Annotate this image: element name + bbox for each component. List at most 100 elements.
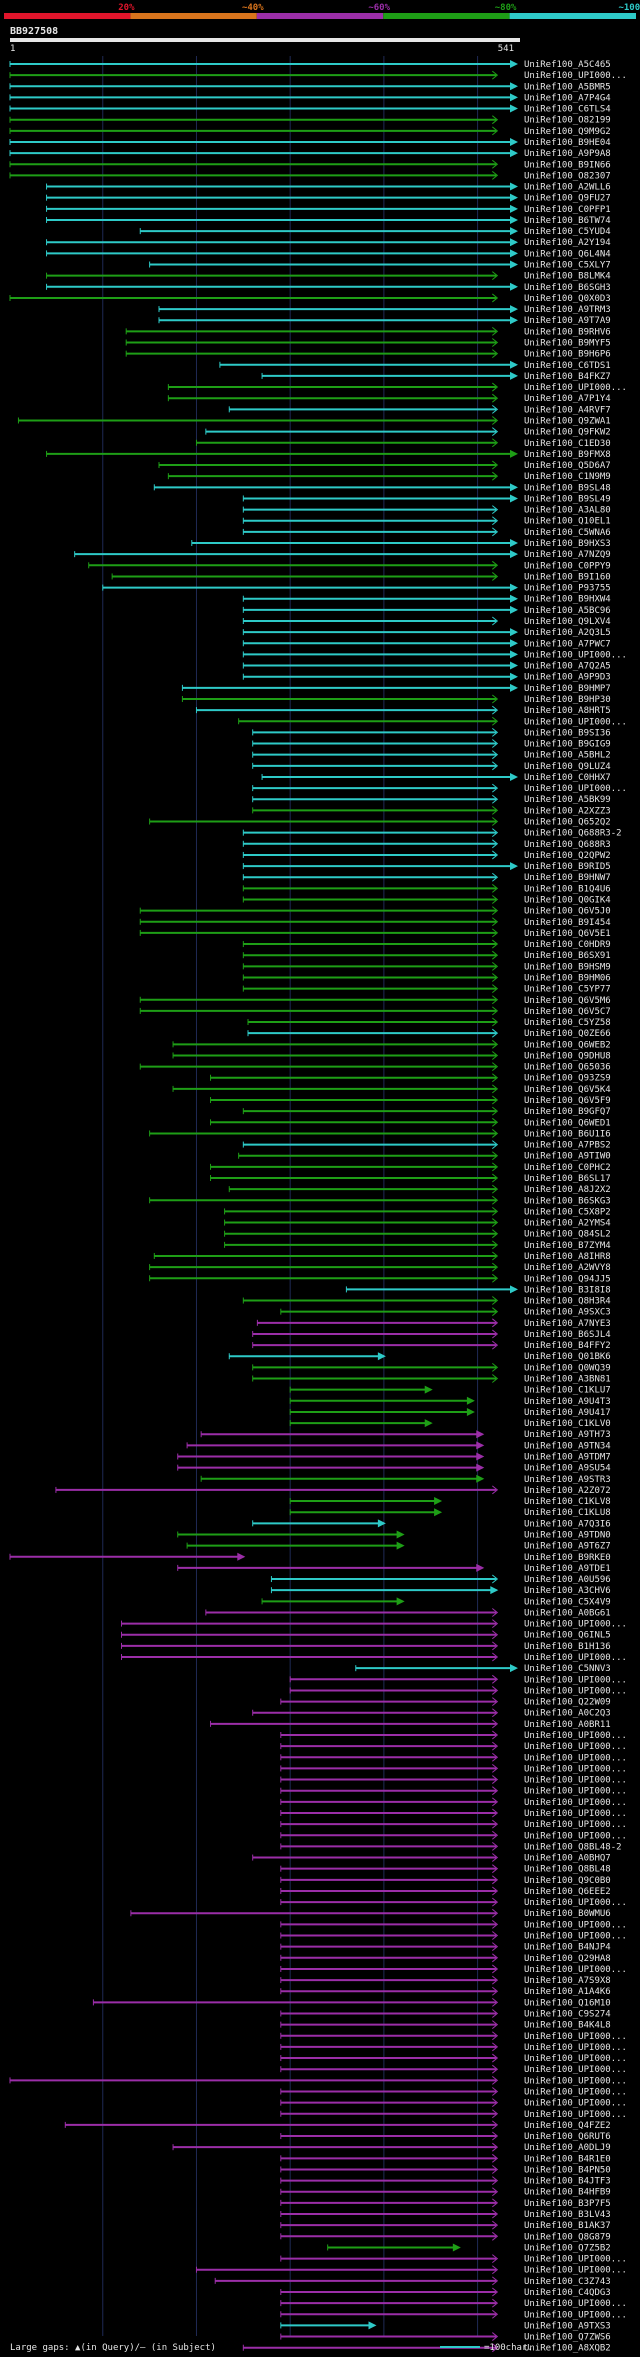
hit-label[interactable]: UniRef100_B6SL17: [524, 1174, 611, 1184]
hit-row[interactable]: UniRef100_Q8BL48-2: [280, 1842, 622, 1852]
hit-label[interactable]: UniRef100_UPI000...: [524, 1932, 627, 1942]
hit-row[interactable]: UniRef100_UPI000...: [280, 2087, 627, 2097]
hit-row[interactable]: UniRef100_B6SJL4: [252, 1329, 611, 1340]
hit-row[interactable]: UniRef100_C6TDS1: [219, 360, 611, 371]
hit-label[interactable]: UniRef100_B4HFB9: [524, 2188, 611, 2198]
hit-row[interactable]: UniRef100_UPI000...: [195, 2265, 627, 2276]
hit-row[interactable]: UniRef100_UPI000...: [280, 1786, 627, 1797]
hit-label[interactable]: UniRef100_A0BR11: [524, 1720, 611, 1730]
hit-label[interactable]: UniRef100_B9HMP7: [524, 684, 611, 694]
hit-row[interactable]: UniRef100_A0U596: [270, 1574, 611, 1585]
hit-row[interactable]: UniRef100_C0HDR9: [242, 939, 611, 950]
hit-label[interactable]: UniRef100_A0BG61: [524, 1608, 611, 1618]
hit-label[interactable]: UniRef100_Q6RUT6: [524, 2132, 611, 2142]
hit-row[interactable]: UniRef100_A7Q2A5: [242, 661, 611, 672]
hit-row[interactable]: UniRef100_A9U4T3: [289, 1396, 611, 1407]
hit-label[interactable]: UniRef100_A5BK99: [524, 795, 611, 805]
hit-label[interactable]: UniRef100_UPI000...: [524, 1776, 627, 1786]
hit-row[interactable]: UniRef100_UPI000...: [252, 783, 627, 794]
hit-label[interactable]: UniRef100_Q0ZE66: [524, 1029, 611, 1039]
hit-label[interactable]: UniRef100_Q8H3R4: [524, 1297, 611, 1307]
hit-label[interactable]: UniRef100_Q9FU27: [524, 194, 611, 204]
hit-label[interactable]: UniRef100_UPI000...: [524, 1820, 627, 1830]
hit-row[interactable]: UniRef100_C0PHC2: [210, 1162, 611, 1173]
hit-row[interactable]: UniRef100_UPI000...: [289, 1686, 627, 1696]
hit-row[interactable]: UniRef100_Q4FZE2: [64, 2120, 611, 2131]
hit-label[interactable]: UniRef100_A9SU54: [524, 1464, 611, 1474]
hit-row[interactable]: UniRef100_B9FMX8: [46, 449, 611, 460]
hit-label[interactable]: UniRef100_B9HNW7: [524, 873, 611, 883]
hit-row[interactable]: UniRef100_C1KLU8: [289, 1508, 611, 1518]
hit-row[interactable]: UniRef100_C5NNV3: [355, 1664, 611, 1674]
hit-row[interactable]: UniRef100_C0PPY9: [88, 560, 611, 571]
hit-row[interactable]: UniRef100_B9HNW7: [242, 872, 611, 883]
hit-label[interactable]: UniRef100_UPI000...: [524, 1831, 627, 1841]
hit-label[interactable]: UniRef100_UPI000...: [524, 1920, 627, 1930]
hit-row[interactable]: UniRef100_B6TW74: [46, 215, 611, 226]
hit-label[interactable]: UniRef100_A7P1Y4: [524, 394, 611, 404]
hit-label[interactable]: UniRef100_UPI000...: [524, 1686, 627, 1696]
hit-row[interactable]: UniRef100_B9HXS3: [191, 539, 611, 549]
hit-row[interactable]: UniRef100_UPI000...: [9, 2075, 627, 2086]
hit-row[interactable]: UniRef100_Q0X0D3: [9, 293, 611, 304]
hit-label[interactable]: UniRef100_Q652Q2: [524, 818, 611, 828]
hit-row[interactable]: UniRef100_C5YUD4: [139, 227, 611, 237]
hit-label[interactable]: UniRef100_UPI000...: [524, 2087, 627, 2097]
hit-row[interactable]: UniRef100_C5X4V9: [261, 1597, 611, 1607]
hit-row[interactable]: UniRef100_A1A4K6: [280, 1986, 611, 1997]
hit-label[interactable]: UniRef100_A2WLL6: [524, 183, 611, 193]
hit-label[interactable]: UniRef100_UPI000...: [524, 1798, 627, 1808]
hit-label[interactable]: UniRef100_B0WMU6: [524, 1909, 611, 1919]
hit-row[interactable]: UniRef100_A3CHV6: [270, 1586, 611, 1596]
hit-label[interactable]: UniRef100_A2Q3L5: [524, 628, 611, 638]
hit-row[interactable]: UniRef100_Q6EEE2: [280, 1886, 611, 1897]
hit-row[interactable]: UniRef100_Q6V5J0: [139, 906, 611, 917]
hit-label[interactable]: UniRef100_Q6L4N4: [524, 249, 611, 259]
hit-row[interactable]: UniRef100_Q6WEB2: [172, 1039, 611, 1050]
hit-label[interactable]: UniRef100_A9TH73: [524, 1430, 611, 1440]
hit-label[interactable]: UniRef100_UPI000...: [524, 2310, 627, 2320]
hit-label[interactable]: UniRef100_A5C465: [524, 60, 611, 70]
hit-label[interactable]: UniRef100_B9SI36: [524, 728, 611, 738]
hit-row[interactable]: UniRef100_C5WNA6: [242, 527, 611, 538]
hit-row[interactable]: UniRef100_B9HP30: [181, 694, 611, 705]
hit-label[interactable]: UniRef100_B6SX91: [524, 951, 611, 961]
hit-row[interactable]: UniRef100_UPI000...: [280, 1964, 627, 1975]
hit-label[interactable]: UniRef100_A2Z072: [524, 1486, 611, 1496]
hit-row[interactable]: UniRef100_B4R1E0: [280, 2153, 611, 2164]
hit-label[interactable]: UniRef100_A9T6Z7: [524, 1542, 611, 1552]
hit-row[interactable]: UniRef100_A9TRM3: [158, 305, 611, 315]
hit-row[interactable]: UniRef100_B9I160: [111, 572, 611, 582]
hit-label[interactable]: UniRef100_A4RVF7: [524, 405, 611, 415]
hit-row[interactable]: UniRef100_Q6L4N4: [46, 249, 611, 259]
hit-row[interactable]: UniRef100_B9HMP7: [181, 683, 611, 694]
hit-label[interactable]: UniRef100_A8HRT5: [524, 706, 611, 716]
hit-row[interactable]: UniRef100_C1KLV8: [289, 1497, 611, 1507]
hit-label[interactable]: UniRef100_C6TDS1: [524, 361, 611, 371]
hit-label[interactable]: UniRef100_P93755: [524, 584, 611, 594]
hit-row[interactable]: UniRef100_Q22W09: [280, 1697, 611, 1708]
hit-label[interactable]: UniRef100_UPI000...: [524, 2032, 627, 2042]
hit-row[interactable]: UniRef100_UPI000...: [280, 2298, 627, 2309]
hit-row[interactable]: UniRef100_A2WVY8: [149, 1262, 611, 1273]
hit-row[interactable]: UniRef100_Q688R3: [242, 839, 611, 850]
hit-label[interactable]: UniRef100_B8LMK4: [524, 272, 611, 282]
hit-row[interactable]: UniRef100_C5YZ58: [247, 1017, 611, 1028]
hit-label[interactable]: UniRef100_B9HXW4: [524, 595, 611, 605]
hit-row[interactable]: UniRef100_Q9ZWA1: [17, 416, 611, 426]
hit-label[interactable]: UniRef100_C0PHC2: [524, 1163, 611, 1173]
hit-row[interactable]: UniRef100_Q9C0B0: [280, 1875, 611, 1886]
hit-label[interactable]: UniRef100_A8XQB2: [524, 2344, 611, 2354]
hit-row[interactable]: UniRef100_Q0WQ39: [252, 1362, 611, 1373]
hit-label[interactable]: UniRef100_A9TIW0: [524, 1152, 611, 1162]
hit-label[interactable]: UniRef100_Q8BL48-2: [524, 1842, 622, 1852]
hit-label[interactable]: UniRef100_A3CHV6: [524, 1586, 611, 1596]
hit-label[interactable]: UniRef100_B9I454: [524, 918, 611, 928]
hit-row[interactable]: UniRef100_C5XLY7: [149, 260, 611, 271]
hit-label[interactable]: UniRef100_UPI000...: [524, 2076, 627, 2086]
hit-label[interactable]: UniRef100_Q29HA8: [524, 1954, 611, 1964]
hit-label[interactable]: UniRef100_UPI000...: [524, 1620, 627, 1630]
hit-label[interactable]: UniRef100_Q2QPW2: [524, 851, 611, 861]
hit-label[interactable]: UniRef100_Q9DHU8: [524, 1051, 611, 1061]
hit-label[interactable]: UniRef100_UPI000...: [524, 1742, 627, 1752]
